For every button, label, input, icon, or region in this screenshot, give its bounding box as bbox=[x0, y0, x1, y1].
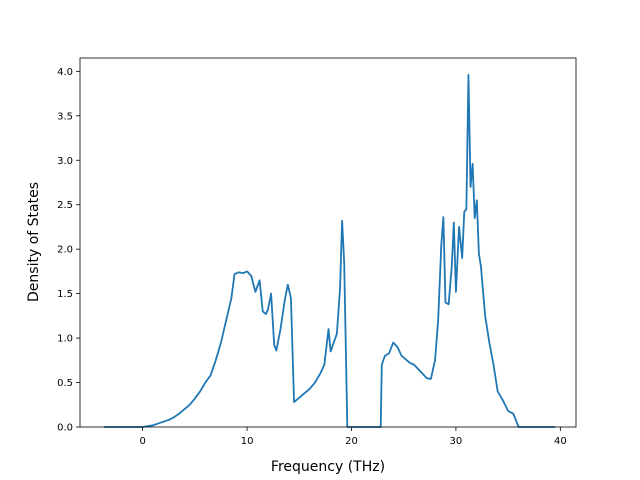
x-tick-label: 10 bbox=[241, 436, 254, 447]
y-axis-title: Density of States bbox=[26, 182, 42, 302]
y-tick-label: 4.0 bbox=[57, 67, 73, 78]
plot-background bbox=[80, 58, 576, 427]
y-tick-label: 3.5 bbox=[57, 111, 73, 122]
plot-frame bbox=[79, 57, 577, 428]
y-axis-ticks: 0.0 0.5 1.0 1.5 2.0 2.5 3.0 3.5 4.0 bbox=[57, 67, 80, 434]
x-tick-label: 20 bbox=[345, 436, 358, 447]
dos-series-line bbox=[104, 73, 556, 428]
y-tick-label: 0.5 bbox=[57, 378, 73, 389]
y-tick-label: 2.5 bbox=[57, 200, 73, 211]
y-tick-label: 0.0 bbox=[57, 423, 73, 434]
y-tick-label: 1.0 bbox=[57, 334, 73, 345]
x-tick-label: 40 bbox=[554, 436, 567, 447]
x-axis-ticks: 0 10 20 30 40 bbox=[139, 427, 567, 447]
y-tick-label: 1.5 bbox=[57, 289, 73, 300]
x-axis-title: Frequency (THz) bbox=[271, 459, 385, 475]
y-tick-label: 2.0 bbox=[57, 245, 73, 256]
y-tick-label: 3.0 bbox=[57, 156, 73, 167]
x-tick-label: 0 bbox=[139, 436, 145, 447]
x-tick-label: 30 bbox=[450, 436, 463, 447]
